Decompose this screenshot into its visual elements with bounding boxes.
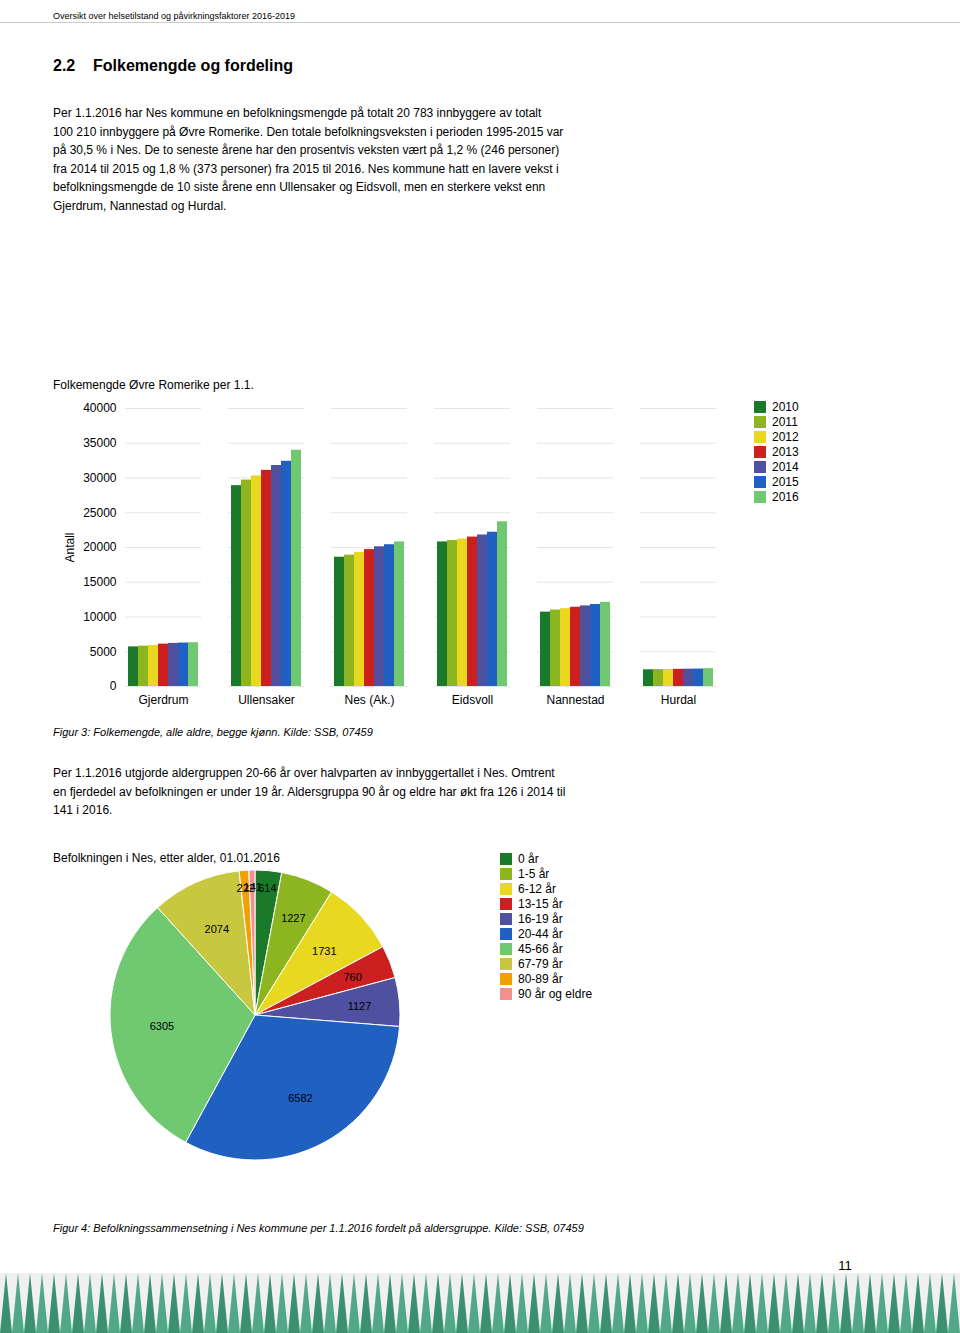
- svg-text:614: 614: [258, 882, 277, 894]
- svg-text:Gjerdrum: Gjerdrum: [138, 693, 188, 707]
- html-text:Figur 3: Folkemengde, alle ald: Figur 3: Folkemengde, alle aldre, begge …: [53, 726, 373, 738]
- html-text:0 år: 0 år: [518, 852, 539, 866]
- svg-text:5000: 5000: [90, 645, 117, 659]
- svg-text:1731: 1731: [312, 945, 336, 957]
- html-text:Folkemengde Øvre Romerike per: Folkemengde Øvre Romerike per 1.1.: [53, 378, 254, 392]
- svg-text:0: 0: [110, 679, 117, 693]
- svg-text:Eidsvoll: Eidsvoll: [452, 693, 493, 707]
- html-text:11: 11: [838, 1258, 852, 1273]
- html-text:2013: 2013: [772, 445, 799, 459]
- html-text:67-79 år: 67-79 år: [518, 957, 563, 971]
- html-text:Oversikt over helsetilstand og: Oversikt over helsetilstand og påvirknin…: [53, 11, 296, 21]
- html-text:2010: 2010: [772, 400, 799, 414]
- html-text:20-44 år: 20-44 år: [518, 927, 563, 941]
- svg-text:10000: 10000: [83, 610, 117, 624]
- html-text:90 år og eldre: 90 år og eldre: [518, 987, 593, 1001]
- html-text:2016: 2016: [772, 490, 799, 504]
- html-text:2.2 Folkemengde og fordeling: 2.2 Folkemengde og fordeling: [53, 57, 293, 74]
- svg-text:1227: 1227: [281, 912, 305, 924]
- html-text:2012: 2012: [772, 430, 799, 444]
- html-text:16-19 år: 16-19 år: [518, 912, 563, 926]
- svg-text:760: 760: [343, 971, 361, 983]
- html-text:2014: 2014: [772, 460, 799, 474]
- svg-text:35000: 35000: [83, 436, 117, 450]
- svg-text:141: 141: [244, 881, 262, 893]
- html-text:13-15 år: 13-15 år: [518, 897, 563, 911]
- svg-text:25000: 25000: [83, 506, 117, 520]
- svg-text:6305: 6305: [150, 1020, 174, 1032]
- svg-text:Nes (Ak.): Nes (Ak.): [344, 693, 394, 707]
- html-text:1-5 år: 1-5 år: [518, 867, 550, 881]
- html-text:Per 1.1.2016 utgjorde aldergru: Per 1.1.2016 utgjorde aldergruppen 20-66…: [53, 766, 566, 818]
- svg-text:30000: 30000: [83, 471, 117, 485]
- html-text:2015: 2015: [772, 475, 799, 489]
- html-text:80-89 år: 80-89 år: [518, 972, 563, 986]
- svg-text:15000: 15000: [83, 575, 117, 589]
- html-text:2011: 2011: [772, 415, 798, 429]
- svg-text:6582: 6582: [288, 1092, 312, 1104]
- html-text:45-66 år: 45-66 år: [518, 942, 563, 956]
- html-text:Befolkningen i Nes, etter alde: Befolkningen i Nes, etter alder, 01.01.2…: [53, 851, 280, 865]
- html-text:Figur 4: Befolkningssammensetn: Figur 4: Befolkningssammensetning i Nes …: [53, 1222, 584, 1234]
- html-text:Per 1.1.2016 har Nes kommune e: Per 1.1.2016 har Nes kommune en befolkni…: [53, 106, 564, 213]
- svg-text:Antall: Antall: [63, 532, 77, 562]
- svg-text:1127: 1127: [348, 1000, 372, 1012]
- svg-text:Ullensaker: Ullensaker: [238, 693, 295, 707]
- svg-text:Hurdal: Hurdal: [661, 693, 696, 707]
- html-text:6-12 år: 6-12 år: [518, 882, 556, 896]
- svg-text:Nannestad: Nannestad: [546, 693, 604, 707]
- svg-text:20000: 20000: [83, 540, 117, 554]
- svg-text:2074: 2074: [205, 923, 229, 935]
- svg-text:40000: 40000: [83, 401, 117, 415]
